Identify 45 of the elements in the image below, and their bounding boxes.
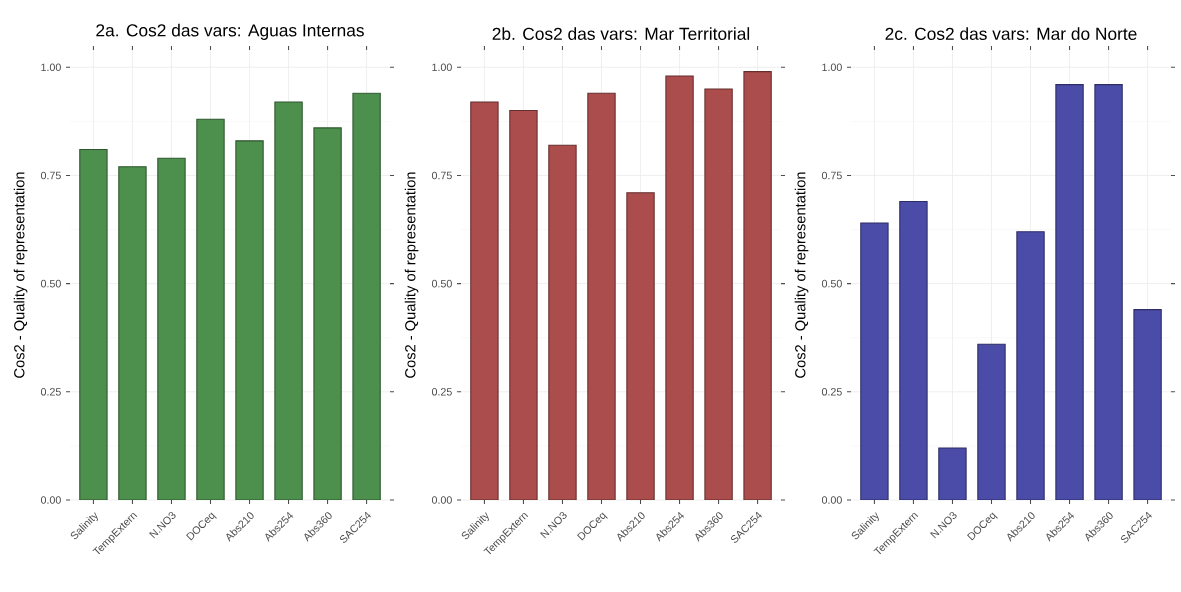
y-tick-label: 0.50 (821, 279, 842, 288)
bar (79, 148, 108, 500)
y-tick-label: 0.50 (40, 279, 61, 288)
bar (509, 110, 538, 500)
bar (235, 140, 264, 500)
bar (1055, 84, 1084, 500)
bar (1094, 84, 1123, 500)
y-axis-title: Cos2 - Quality of representation (13, 172, 28, 378)
chart-title: 2c. Cos2 das vars: Mar do Norte (885, 27, 1137, 40)
y-tick-label: 0.25 (431, 388, 452, 396)
bar (470, 101, 499, 500)
bar (352, 92, 381, 500)
y-tick-label: 1.00 (432, 63, 452, 72)
bar (743, 71, 772, 500)
bar (665, 75, 694, 500)
bar (899, 201, 928, 500)
bar (938, 448, 967, 500)
bar (977, 344, 1006, 500)
bar (548, 144, 577, 500)
y-tick-label: 0.75 (431, 171, 452, 180)
y-tick-label: 1.00 (822, 63, 842, 72)
y-tick-label: 0.00 (40, 496, 61, 504)
bar (1016, 231, 1045, 500)
y-tick-label: 0.00 (821, 496, 842, 504)
bar (704, 88, 733, 500)
chart-title: 2b. Cos2 das vars: Mar Territorial (492, 27, 750, 40)
bar (313, 127, 342, 500)
bar (1133, 309, 1162, 500)
bar (860, 223, 889, 500)
chart-title: 2a. Cos2 das vars: Aguas Internas (96, 23, 364, 40)
y-tick-label: 1.00 (41, 63, 61, 72)
y-tick-label: 0.50 (431, 279, 452, 288)
y-tick-label: 0.25 (40, 388, 61, 396)
y-tick-label: 0.75 (40, 171, 61, 180)
bar (274, 101, 303, 500)
y-tick-label: 0.75 (821, 171, 842, 180)
bar (626, 192, 655, 500)
y-tick-label: 0.00 (431, 496, 452, 504)
bar (196, 118, 225, 500)
bar (157, 157, 186, 500)
bar (118, 166, 147, 500)
y-axis-title: Cos2 - Quality of representation (794, 172, 809, 378)
y-axis-title: Cos2 - Quality of representation (404, 172, 419, 378)
y-tick-label: 0.25 (821, 388, 842, 396)
bar (587, 92, 616, 500)
